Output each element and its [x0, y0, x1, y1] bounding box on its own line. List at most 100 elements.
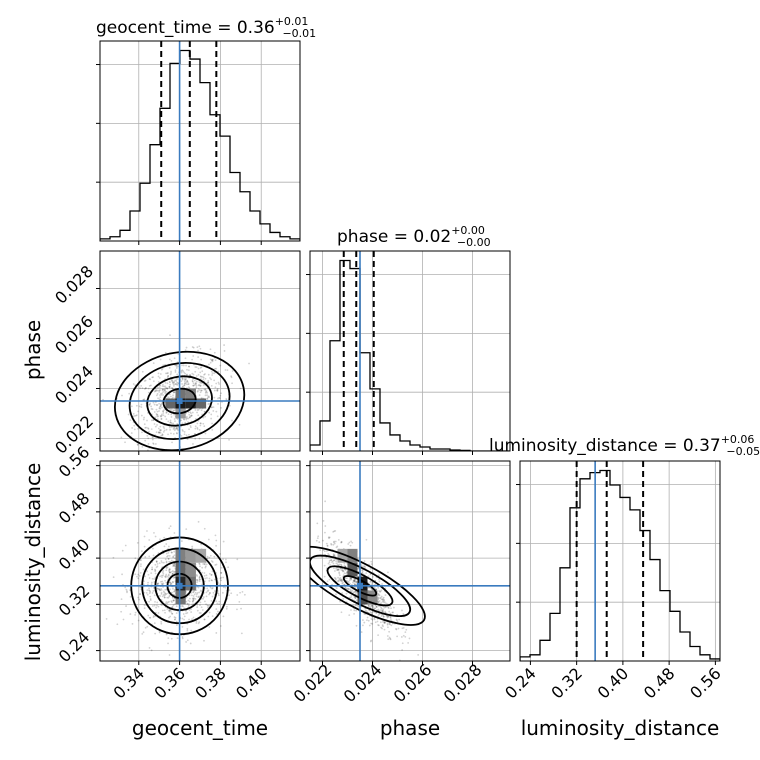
sample-point [171, 605, 174, 608]
sample-point [388, 622, 391, 625]
sample-point [174, 383, 176, 386]
sample-point [204, 577, 207, 580]
sample-point [186, 379, 189, 382]
sample-point [215, 563, 218, 566]
sample-point [340, 578, 343, 581]
density-cell [185, 562, 196, 577]
sample-point [163, 385, 165, 388]
sample-point [152, 615, 155, 617]
sample-point [340, 580, 343, 583]
sample-point [112, 576, 115, 579]
sample-point [166, 575, 169, 578]
sample-point [207, 381, 209, 384]
sample-point [323, 550, 326, 553]
sample-point [209, 361, 212, 364]
sample-point [192, 443, 194, 445]
sample-point [339, 579, 342, 581]
sample-point [347, 543, 350, 545]
sample-point [371, 604, 373, 607]
sample-point [337, 580, 340, 583]
sample-point [330, 543, 333, 546]
sample-point [363, 621, 366, 624]
sample-point [362, 624, 364, 627]
sample-point [154, 570, 157, 573]
sample-point [150, 428, 153, 431]
sample-point [154, 416, 157, 419]
sample-point [159, 405, 161, 408]
sample-point [176, 427, 179, 430]
sample-point [222, 576, 225, 579]
sample-point [377, 624, 379, 626]
sample-point [170, 408, 173, 411]
sample-point [176, 373, 179, 376]
sample-point [172, 556, 175, 559]
sample-point [210, 574, 213, 576]
sample-point [129, 595, 132, 598]
sample-point [198, 380, 201, 383]
sample-point [377, 601, 380, 604]
sample-point [170, 600, 173, 603]
sample-point [159, 394, 161, 397]
sample-point [158, 391, 161, 393]
sample-point [185, 381, 188, 384]
sample-point [167, 573, 170, 576]
sample-point [201, 382, 203, 384]
sample-point [354, 604, 357, 607]
sample-point [124, 586, 127, 589]
sample-point [173, 384, 175, 387]
sample-point [213, 593, 216, 596]
sample-point [370, 563, 373, 565]
sample-point [172, 396, 174, 399]
sample-point [377, 586, 380, 589]
sample-point [186, 603, 189, 605]
sample-point [228, 594, 230, 597]
sample-point [188, 365, 190, 368]
sample-point [208, 363, 210, 366]
sample-point [176, 432, 178, 435]
sample-point [195, 366, 198, 369]
ytick-label: 0.028 [51, 262, 97, 308]
sample-point [140, 406, 143, 408]
sample-point [198, 428, 201, 431]
sample-point [211, 372, 214, 375]
sample-point [172, 381, 175, 384]
sample-point [181, 369, 184, 372]
sample-point [134, 614, 137, 616]
sample-point [171, 596, 174, 599]
sample-point [167, 576, 170, 579]
sample-point [188, 365, 191, 368]
sample-point [161, 580, 164, 583]
sample-point [206, 590, 209, 593]
sample-point [173, 426, 175, 429]
panel-frame [99, 250, 301, 452]
sample-point [176, 377, 179, 380]
sample-point [165, 593, 168, 595]
sample-point [124, 441, 126, 444]
sample-point [353, 580, 356, 583]
contour-3 [310, 545, 426, 626]
sample-point [341, 582, 344, 585]
sample-point [147, 581, 149, 584]
sample-point [165, 573, 168, 576]
sample-point [165, 561, 168, 564]
sample-point [167, 545, 170, 548]
sample-point [199, 385, 202, 387]
sample-point [329, 564, 332, 566]
sample-point [195, 595, 198, 598]
sample-point [203, 572, 206, 574]
sample-point [154, 390, 157, 393]
sample-point [196, 579, 199, 582]
sample-point [146, 530, 148, 532]
sample-point [384, 594, 387, 596]
sample-point [162, 582, 165, 585]
sample-point [323, 564, 326, 567]
sample-point [401, 627, 404, 630]
sample-point [348, 596, 351, 599]
sample-point [206, 397, 209, 400]
sample-point [205, 603, 207, 606]
sample-point [170, 416, 173, 418]
sample-point [203, 527, 206, 530]
sample-point [139, 565, 142, 568]
sample-point [159, 595, 162, 597]
sample-point [222, 586, 225, 589]
